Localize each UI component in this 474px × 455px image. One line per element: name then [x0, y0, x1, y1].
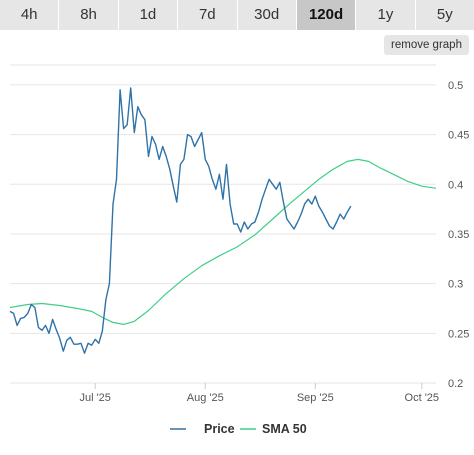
- y-tick-label: 0.25: [448, 328, 469, 340]
- price-line: [9, 87, 352, 354]
- y-tick-label: 0.2: [448, 378, 463, 390]
- timeframe-tabs: 4h 8h 1d 7d 30d 120d 1y 5y: [0, 0, 474, 30]
- x-axis: Jul '25 Aug '25 Sep '25 Oct '25: [79, 383, 439, 404]
- sma50-line: [9, 158, 436, 325]
- y-tick-label: 0.5: [448, 80, 463, 92]
- x-tick-label: Jul '25: [79, 392, 110, 404]
- grid-lines: [10, 64, 436, 384]
- y-tick-label: 0.3: [448, 279, 463, 291]
- tab-4h[interactable]: 4h: [0, 0, 59, 30]
- tab-120d[interactable]: 120d: [296, 0, 356, 30]
- y-tick-label: 0.35: [448, 229, 469, 241]
- x-tick-label: Aug '25: [187, 392, 224, 404]
- legend-price-label[interactable]: Price: [204, 422, 235, 436]
- tab-8h[interactable]: 8h: [59, 0, 118, 30]
- legend: Price SMA 50: [170, 422, 307, 436]
- x-tick-label: Oct '25: [405, 392, 440, 404]
- tab-30d[interactable]: 30d: [237, 0, 296, 30]
- tab-1d[interactable]: 1d: [118, 0, 178, 30]
- y-tick-label: 0.4: [448, 179, 463, 191]
- y-tick-label: 0.45: [448, 130, 469, 142]
- legend-sma50-label[interactable]: SMA 50: [262, 422, 307, 436]
- tab-1y[interactable]: 1y: [356, 0, 415, 30]
- y-axis: 0.2 0.25 0.3 0.35 0.4 0.45 0.5: [448, 80, 469, 390]
- tab-7d[interactable]: 7d: [178, 0, 237, 30]
- remove-graph-button[interactable]: remove graph: [384, 35, 469, 55]
- tab-5y[interactable]: 5y: [415, 0, 474, 30]
- series-lines: [9, 87, 436, 354]
- x-tick-label: Sep '25: [297, 392, 334, 404]
